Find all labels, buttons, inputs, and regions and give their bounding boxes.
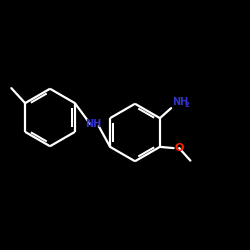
Text: O: O: [175, 143, 184, 153]
Text: NH: NH: [86, 119, 102, 129]
Text: NH: NH: [172, 97, 189, 107]
Text: 2: 2: [184, 102, 189, 108]
